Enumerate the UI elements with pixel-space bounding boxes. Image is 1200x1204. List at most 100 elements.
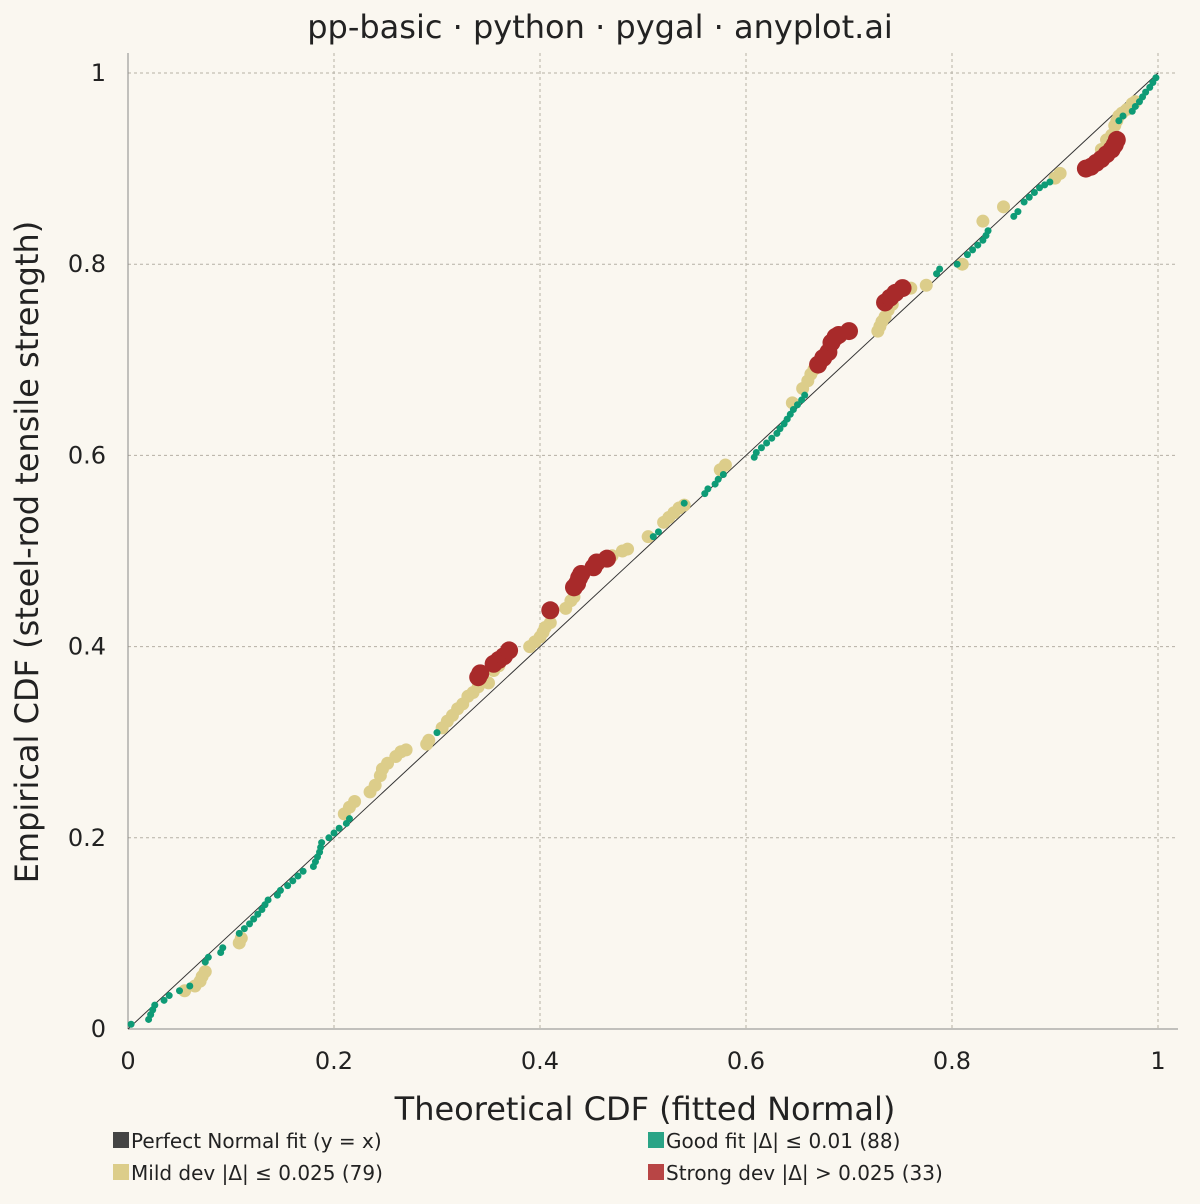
good-fit-point xyxy=(752,449,760,457)
good-fit-point xyxy=(250,915,258,923)
legend-label: Strong dev |Δ| > 0.025 (33) xyxy=(666,1161,943,1185)
y-tick-label: 0.8 xyxy=(68,250,106,278)
good-fit-point xyxy=(186,982,194,990)
good-fit-point xyxy=(768,434,776,442)
good-fit-point xyxy=(284,882,292,890)
strong-deviation-point xyxy=(541,601,560,620)
good-fit-point xyxy=(1142,88,1150,96)
y-tick-label: 0 xyxy=(91,1015,106,1043)
mild-deviation-point xyxy=(997,200,1010,214)
mild-deviation-point xyxy=(718,458,732,472)
legend-swatch xyxy=(648,1164,664,1180)
good-fit-point xyxy=(654,528,662,536)
good-fit-point xyxy=(1020,198,1028,206)
good-fit-point xyxy=(974,241,982,249)
x-tick-label: 0.4 xyxy=(521,1047,559,1075)
good-fit-point xyxy=(276,886,284,894)
y-tick-label: 0.4 xyxy=(68,633,106,661)
mild-deviation-point xyxy=(348,794,362,808)
good-fit-point xyxy=(264,896,272,904)
good-fit-point xyxy=(953,260,961,268)
good-fit-point xyxy=(165,992,173,1000)
data-marks xyxy=(127,72,1160,1030)
reference-line xyxy=(127,72,1159,1030)
strong-deviation-point xyxy=(840,322,858,341)
good-fit-point xyxy=(127,1020,135,1028)
good-fit-point xyxy=(219,944,227,952)
legend-swatch xyxy=(113,1164,129,1180)
strong-deviation-point xyxy=(1107,130,1126,149)
mild-deviation-point xyxy=(1053,166,1067,180)
mild-deviation-point xyxy=(641,530,655,544)
mild-deviation-point xyxy=(976,214,990,228)
good-fit-point xyxy=(714,475,722,483)
y-axis-label: Empirical CDF (steel-rod tensile strengt… xyxy=(8,221,46,884)
mild-deviation-point xyxy=(422,733,436,747)
mild-deviation-point xyxy=(543,616,557,630)
good-fit-point xyxy=(235,929,243,937)
good-fit-point xyxy=(794,401,801,409)
mild-deviation-point xyxy=(621,542,635,556)
good-fit-point xyxy=(680,499,688,507)
good-fit-point xyxy=(1115,117,1123,125)
good-fit-point xyxy=(757,444,765,452)
good-fit-point xyxy=(254,910,262,918)
good-fit-point xyxy=(335,824,343,832)
legend-label: Mild dev |Δ| ≤ 0.025 (79) xyxy=(131,1161,383,1185)
good-fit-point xyxy=(433,729,441,737)
good-fit-point xyxy=(240,925,248,933)
legend-swatch xyxy=(113,1132,129,1148)
axes xyxy=(127,53,1178,1030)
tick-labels: 0 0.2 0.4 0.6 0.8 1 0 0.2 0.4 0.6 0.8 1 xyxy=(68,59,1166,1075)
legend-swatch xyxy=(648,1132,664,1148)
good-fit-point xyxy=(969,246,977,254)
good-fit-point xyxy=(1030,189,1038,196)
good-fit-point xyxy=(1025,193,1033,201)
good-fit-point xyxy=(1010,212,1018,220)
x-axis-label: Theoretical CDF (fitted Normal) xyxy=(394,1090,896,1128)
good-fit-point xyxy=(763,439,771,447)
mild-deviation-point xyxy=(919,278,933,292)
mild-deviation-point xyxy=(368,778,382,792)
good-fit-point xyxy=(204,953,212,961)
good-fit-point xyxy=(299,867,307,875)
legend-label: Perfect Normal fit (y = x) xyxy=(131,1129,382,1153)
good-fit-point xyxy=(176,987,183,995)
good-fit-point xyxy=(984,227,992,235)
good-fit-point xyxy=(789,406,797,414)
good-fit-point xyxy=(294,872,302,880)
good-fit-point xyxy=(1041,181,1049,189)
good-fit-point xyxy=(345,815,353,823)
x-tick-label: 0.8 xyxy=(933,1047,971,1075)
good-fit-point xyxy=(1119,112,1127,120)
good-fit-point xyxy=(963,251,971,259)
y-tick-label: 1 xyxy=(91,59,106,87)
good-fit-point xyxy=(151,1001,159,1009)
good-fit-point xyxy=(719,471,727,479)
good-fit-point xyxy=(325,834,333,842)
good-fit-point xyxy=(160,996,168,1004)
good-fit-point xyxy=(1036,184,1044,192)
x-tick-label: 0.2 xyxy=(315,1047,353,1075)
good-fit-point xyxy=(1131,102,1139,110)
good-fit-point xyxy=(289,877,297,885)
good-fit-point xyxy=(318,839,326,847)
strong-deviation-point xyxy=(597,549,616,568)
x-tick-label: 0 xyxy=(120,1047,135,1075)
mild-deviation-point xyxy=(399,743,413,757)
strong-deviation-point xyxy=(893,279,912,298)
good-fit-point xyxy=(330,829,338,837)
good-fit-point xyxy=(936,265,944,273)
legend: Perfect Normal fit (y = x) Good fit |Δ| ≤… xyxy=(113,1129,943,1185)
x-tick-label: 0.6 xyxy=(727,1047,765,1075)
chart-title: pp-basic · python · pygal · anyplot.ai xyxy=(307,8,893,46)
mild-deviation-point xyxy=(955,257,969,271)
good-fit-point xyxy=(1046,178,1054,186)
y-tick-label: 0.6 xyxy=(68,441,106,469)
good-fit-point xyxy=(246,920,254,928)
good-fit-point xyxy=(704,485,712,493)
good-fit-point xyxy=(649,533,657,541)
good-fit-point xyxy=(1152,74,1160,82)
